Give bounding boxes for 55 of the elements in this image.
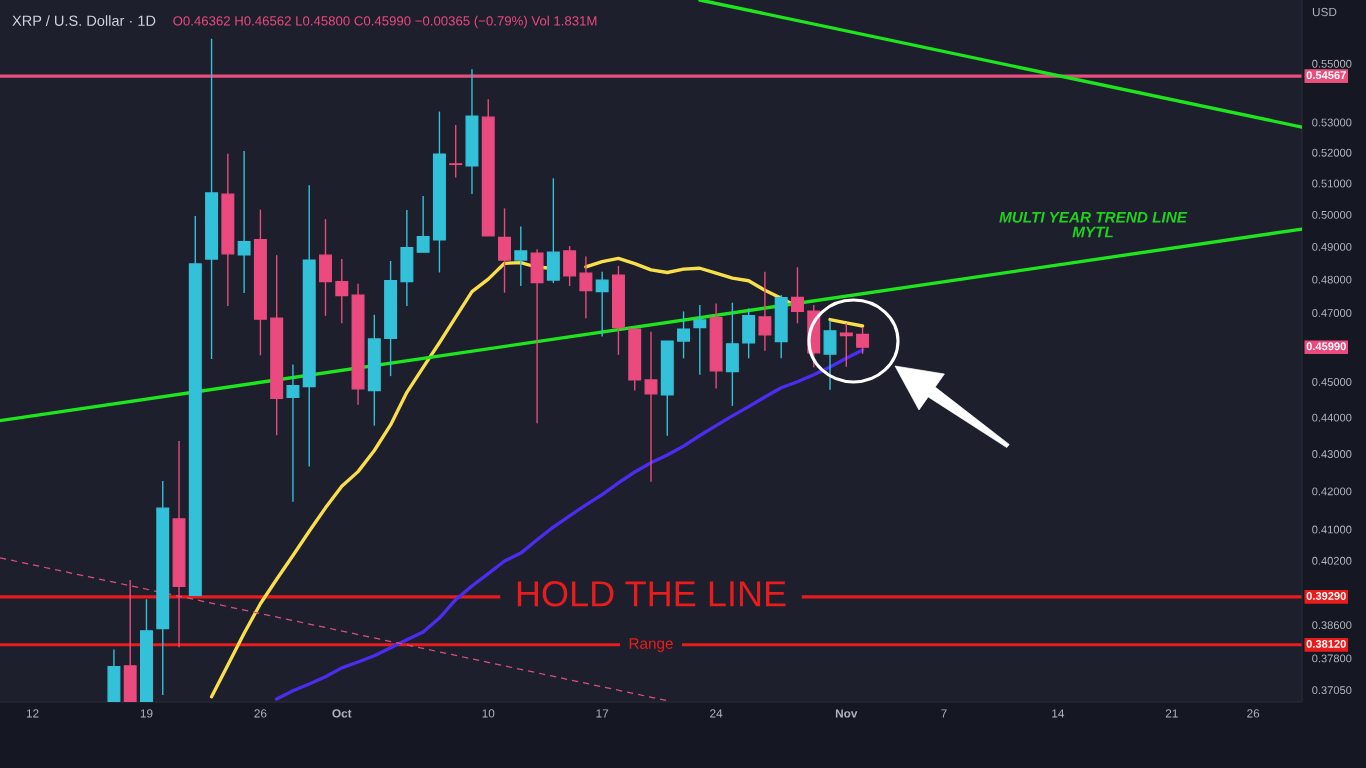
y-tick-label: 0.42000: [1312, 487, 1352, 496]
y-tick-label: 0.55000: [1312, 59, 1352, 68]
candlestick: [758, 271, 772, 352]
annotation: 0.45990: [1306, 342, 1346, 351]
candlestick: [823, 319, 837, 391]
x-tick-label: Nov: [835, 709, 858, 718]
x-tick-label: 14: [1052, 709, 1065, 718]
y-tick-label: 0.43000: [1312, 450, 1352, 458]
y-tick-label: 0.37050: [1312, 686, 1352, 695]
candlestick: [286, 363, 300, 503]
ref-line-label: HOLD THE LINE: [517, 581, 786, 607]
x-tick-label: 24: [710, 709, 723, 718]
y-tick-label: 0.53000: [1312, 118, 1352, 127]
candlestick: [644, 331, 658, 483]
x-tick-label: 21: [1165, 709, 1178, 718]
x-tick-label: 26: [254, 709, 267, 718]
x-tick-label: 19: [140, 709, 153, 718]
x-tick-label: 26: [1247, 709, 1260, 718]
candlestick: [514, 225, 528, 287]
candlestick: [335, 258, 349, 324]
y-tick-label: 0.37800: [1312, 654, 1352, 663]
text: XRP / U.S. Dollar · 1D: [12, 15, 156, 26]
y-tick-label: 0.48000: [1312, 275, 1352, 284]
candlestick: [856, 326, 870, 355]
ref-line-label: Range: [629, 638, 673, 652]
candlestick: [237, 150, 251, 294]
annotation: 0.38120: [1306, 639, 1346, 648]
candlestick: [498, 207, 512, 294]
y-axis-title: USD: [1312, 7, 1337, 17]
y-tick-label: 0.49000: [1312, 242, 1352, 251]
y-tick-label: 0.38600: [1312, 621, 1352, 630]
x-tick-label: 12: [26, 709, 39, 718]
x-tick-label: 17: [596, 709, 609, 718]
candlestick: [449, 124, 463, 179]
y-tick-label: 0.50000: [1312, 210, 1352, 219]
y-tick-label: 0.45000: [1312, 378, 1352, 386]
candlestick: [579, 255, 593, 319]
y-tick-label: 0.41000: [1312, 525, 1352, 534]
x-tick-label: 10: [482, 709, 495, 718]
y-tick-label: 0.51000: [1312, 179, 1352, 188]
annotation: MULTI YEAR TREND LINE MYTL: [999, 212, 1188, 238]
text: O0.46362 H0.46562 L0.45800 C0.45990 −0.00365 (−0.79%) Vol 1.831M: [173, 15, 597, 29]
y-tick-label: 0.47000: [1312, 309, 1352, 317]
candlestick: [693, 304, 707, 376]
y-tick-label: 0.52000: [1312, 148, 1352, 157]
candlestick: [677, 310, 691, 360]
candlestick: [790, 266, 804, 324]
annotation: 0.54567: [1306, 71, 1346, 80]
y-tick-label: 0.44000: [1312, 413, 1352, 422]
candlestick: [416, 195, 430, 253]
annotation: 0.39290: [1306, 592, 1346, 600]
x-tick-label: 7: [941, 709, 947, 718]
y-tick-label: 0.40200: [1312, 556, 1352, 565]
x-tick-label: Oct: [332, 709, 352, 718]
candlestick: [595, 271, 609, 338]
